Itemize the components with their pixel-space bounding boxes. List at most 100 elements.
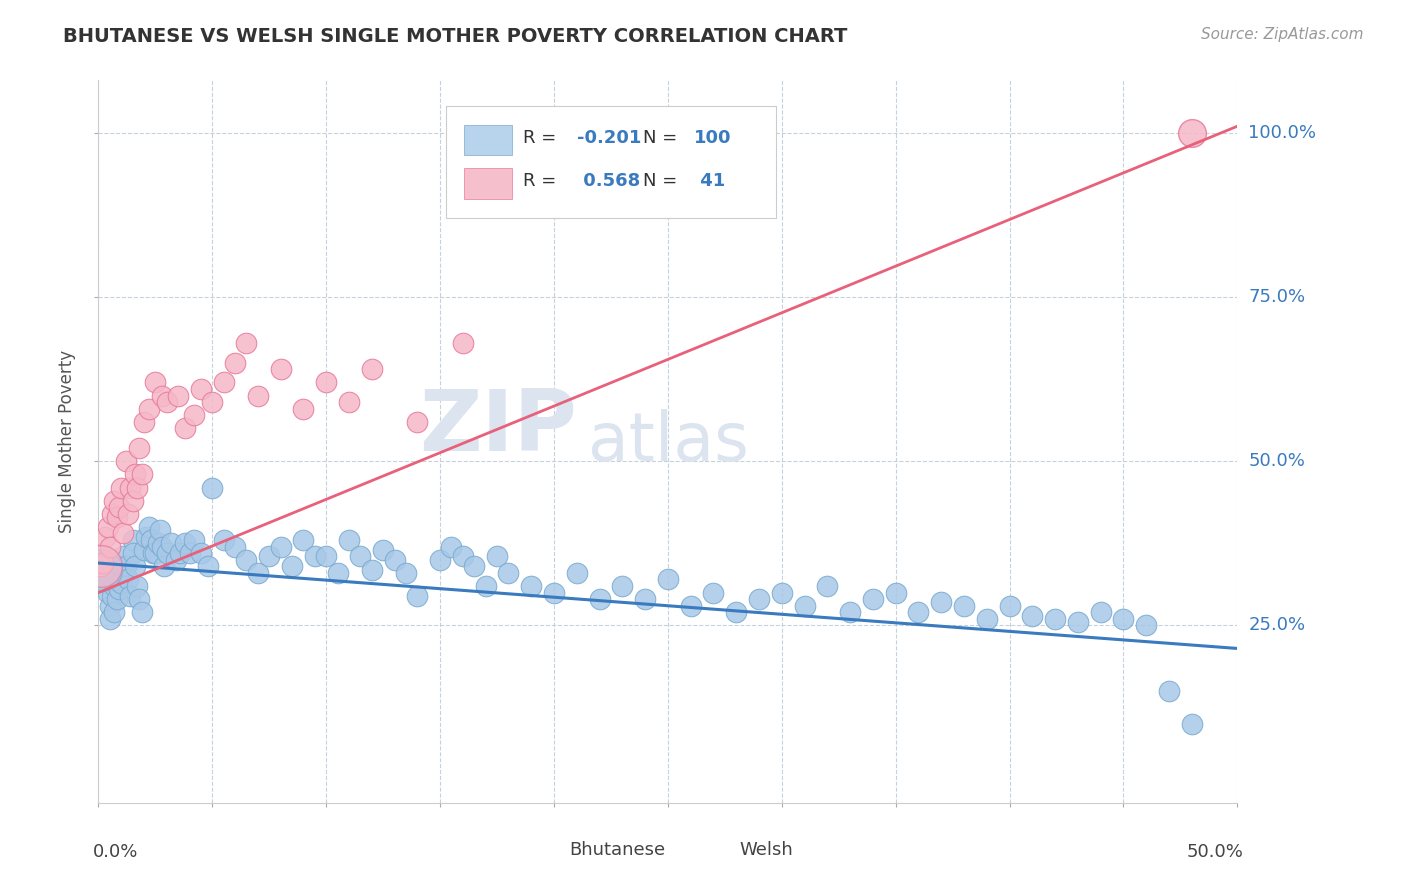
- Point: [146, 536, 169, 550]
- Point: [101, 589, 124, 603]
- Point: [725, 605, 748, 619]
- Point: [884, 585, 907, 599]
- Point: [451, 336, 474, 351]
- Point: [212, 533, 235, 547]
- Text: 41: 41: [695, 172, 725, 190]
- Point: [108, 500, 131, 515]
- FancyBboxPatch shape: [464, 169, 512, 199]
- Point: [315, 376, 337, 390]
- Text: 100.0%: 100.0%: [1249, 124, 1316, 142]
- Point: [91, 569, 114, 583]
- Point: [179, 546, 201, 560]
- Point: [212, 376, 235, 390]
- Point: [1043, 612, 1066, 626]
- Point: [96, 585, 118, 599]
- Point: [131, 467, 153, 482]
- Point: [150, 540, 173, 554]
- Point: [112, 549, 135, 564]
- Point: [1181, 717, 1204, 731]
- Point: [770, 585, 793, 599]
- Point: [246, 566, 269, 580]
- Point: [337, 395, 360, 409]
- FancyBboxPatch shape: [464, 125, 512, 155]
- Text: Source: ZipAtlas.com: Source: ZipAtlas.com: [1201, 27, 1364, 42]
- Point: [395, 566, 418, 580]
- Point: [235, 336, 257, 351]
- Point: [156, 395, 179, 409]
- Point: [259, 549, 281, 564]
- Point: [165, 553, 187, 567]
- Point: [1157, 684, 1180, 698]
- Point: [156, 546, 179, 560]
- Point: [360, 563, 382, 577]
- Point: [839, 605, 862, 619]
- Point: [127, 579, 149, 593]
- Point: [98, 540, 121, 554]
- Point: [197, 559, 219, 574]
- Point: [127, 481, 149, 495]
- Point: [145, 376, 167, 390]
- FancyBboxPatch shape: [695, 839, 735, 864]
- Point: [128, 592, 150, 607]
- Point: [270, 362, 292, 376]
- Point: [315, 549, 337, 564]
- Point: [235, 553, 257, 567]
- Point: [94, 530, 117, 544]
- Point: [124, 559, 146, 574]
- Point: [406, 589, 429, 603]
- Text: 50.0%: 50.0%: [1249, 452, 1305, 470]
- Point: [1090, 605, 1112, 619]
- Point: [292, 533, 315, 547]
- Point: [292, 401, 315, 416]
- Point: [474, 579, 496, 593]
- Point: [142, 546, 165, 560]
- Point: [121, 546, 143, 560]
- Point: [1181, 126, 1204, 140]
- Point: [110, 481, 132, 495]
- Point: [360, 362, 382, 376]
- Point: [634, 592, 657, 607]
- Point: [406, 415, 429, 429]
- Point: [128, 441, 150, 455]
- Point: [1021, 608, 1043, 623]
- Text: 50.0%: 50.0%: [1187, 843, 1243, 861]
- Point: [90, 563, 112, 577]
- Point: [98, 599, 121, 613]
- FancyBboxPatch shape: [523, 839, 564, 864]
- Point: [679, 599, 702, 613]
- Point: [103, 493, 125, 508]
- Point: [224, 540, 246, 554]
- Point: [124, 467, 146, 482]
- Point: [131, 605, 153, 619]
- Point: [440, 540, 463, 554]
- Point: [612, 579, 634, 593]
- Point: [94, 566, 117, 580]
- Point: [748, 592, 770, 607]
- Point: [953, 599, 976, 613]
- Point: [815, 579, 838, 593]
- Point: [96, 520, 118, 534]
- Point: [160, 536, 183, 550]
- Point: [153, 559, 176, 574]
- Text: ZIP: ZIP: [419, 385, 576, 468]
- Point: [132, 542, 155, 557]
- Point: [117, 573, 139, 587]
- Point: [429, 553, 451, 567]
- Point: [326, 566, 349, 580]
- Point: [201, 481, 224, 495]
- Point: [657, 573, 679, 587]
- Point: [520, 579, 543, 593]
- Y-axis label: Single Mother Poverty: Single Mother Poverty: [58, 350, 76, 533]
- Point: [1067, 615, 1090, 630]
- Point: [907, 605, 929, 619]
- Point: [486, 549, 509, 564]
- Point: [110, 559, 132, 574]
- Text: -0.201: -0.201: [576, 129, 641, 147]
- Text: 0.0%: 0.0%: [93, 843, 138, 861]
- Point: [183, 533, 205, 547]
- Point: [138, 401, 160, 416]
- Point: [224, 356, 246, 370]
- Point: [114, 454, 136, 468]
- Point: [149, 523, 172, 537]
- Point: [174, 536, 197, 550]
